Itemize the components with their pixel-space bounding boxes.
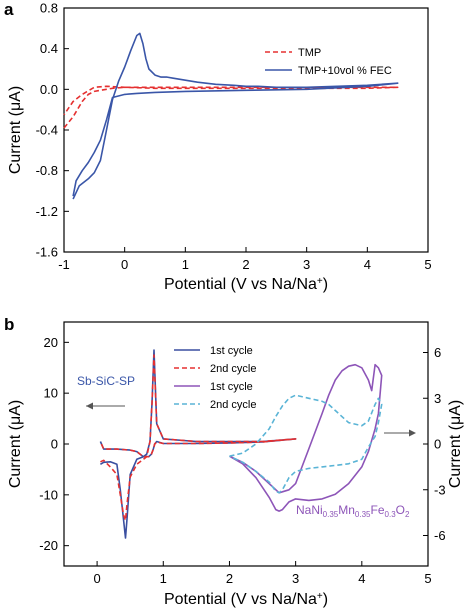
panel-a-ytick-label-6: -1.6: [36, 245, 58, 260]
panel-b-xtick-label-2: 2: [226, 571, 233, 586]
panel-b-ytick-label-3: -10: [39, 487, 58, 502]
panel-b-series-2: [229, 363, 383, 512]
panel-b-ytick-right-label-0: 6: [434, 345, 441, 360]
panel-b-ylabel-left: Current (μA): [7, 400, 24, 488]
panel-a-legend: TMP TMP+10vol % FEC: [265, 47, 392, 77]
panel-a-xtick-label-6: 5: [424, 257, 431, 272]
annotation-cathode-formula: NaNi0.35Mn0.35Fe0.3O2: [296, 503, 410, 519]
panel-b: b 0 1 2 3 4 5 20 10 0 -10 -20 6 3 0 -3 -6 1st cycle 2nd…: [4, 315, 464, 608]
panel-b-ytick-right-label-1: 3: [434, 391, 441, 406]
panel-b-letter: b: [4, 315, 14, 334]
panel-b-xlabel: Potential (V vs Na/Na+): [164, 591, 328, 609]
panel-a-ytick-label-3: -0.4: [36, 123, 58, 138]
legend-b-label-4: 2nd cycle: [210, 399, 256, 411]
panel-a-series-0: [63, 85, 399, 129]
arrow-left-head: [86, 402, 93, 410]
panel-b-xtick-label-5: 5: [424, 571, 431, 586]
legend-b-label-2: 2nd cycle: [210, 363, 256, 375]
panel-a-ytick-label-2: 0.0: [40, 82, 58, 97]
legend-a-label-fec: TMP+10vol % FEC: [298, 65, 392, 77]
panel-b-xtick-label-4: 4: [358, 571, 365, 586]
panel-a-xtick-label-2: 1: [182, 257, 189, 272]
arrow-right-head: [409, 429, 416, 437]
panel-a-ytick-label-0: 0.8: [40, 1, 58, 16]
panel-b-series: [99, 349, 383, 539]
panel-a-ticks: -1 0 1 2 3 4 5 0.8 0.4 0.0 -0.4 -0.8 -1.2 -1.6: [36, 1, 432, 273]
panel-b-xtick-label-3: 3: [292, 571, 299, 586]
annotation-sb-sic-sp: Sb-SiC-SP: [77, 374, 135, 388]
panel-b-ytick-label-4: -20: [39, 538, 58, 553]
panel-b-ylabel-right: Current (μA): [447, 400, 464, 488]
panel-a-ytick-label-1: 0.4: [40, 41, 58, 56]
panel-b-legend: 1st cycle 2nd cycle 1st cycle 2nd cycle: [174, 345, 256, 411]
panel-a: a -1 0 1 2 3 4 5 0.8 0.4 0.0 -0.4 -0.8 -1.2 -1.6 TMP …: [4, 0, 432, 293]
panel-a-xtick-label-1: 0: [121, 257, 128, 272]
panel-b-series-1: [99, 354, 297, 522]
panel-a-xtick-label-5: 4: [364, 257, 371, 272]
panel-a-ylabel: Current (μA): [7, 86, 24, 174]
legend-b-label-3: 1st cycle: [210, 381, 253, 393]
panel-a-xtick-label-4: 3: [303, 257, 310, 272]
panel-b-ytick-label-1: 10: [44, 386, 58, 401]
panel-a-series: [63, 32, 399, 200]
panel-a-frame: [63, 7, 429, 253]
panel-a-xtick-label-3: 2: [242, 257, 249, 272]
legend-b-label-1: 1st cycle: [210, 345, 253, 357]
panel-b-frame: [63, 321, 429, 567]
panel-a-xtick-label-0: -1: [58, 257, 70, 272]
panel-b-ticks: 0 1 2 3 4 5 20 10 0 -10 -20 6 3 0 -3 -6: [39, 335, 445, 586]
panel-b-ytick-right-label-4: -6: [434, 528, 446, 543]
panel-a-ytick-label-5: -1.2: [36, 204, 58, 219]
panel-a-ytick-label-4: -0.8: [36, 163, 58, 178]
panel-b-ytick-label-2: 0: [51, 437, 58, 452]
panel-b-ytick-label-0: 20: [44, 335, 58, 350]
panel-a-letter: a: [4, 0, 14, 19]
panel-b-xtick-label-1: 1: [160, 571, 167, 586]
panel-a-series-1: [72, 32, 399, 200]
legend-a-label-tmp: TMP: [298, 47, 321, 59]
panel-a-xlabel: Potential (V vs Na/Na+): [164, 276, 328, 294]
panel-b-ytick-right-label-2: 0: [434, 437, 441, 452]
panel-b-series-3: [229, 394, 383, 494]
panel-b-xtick-label-0: 0: [93, 571, 100, 586]
panel-b-ytick-right-label-3: -3: [434, 482, 446, 497]
